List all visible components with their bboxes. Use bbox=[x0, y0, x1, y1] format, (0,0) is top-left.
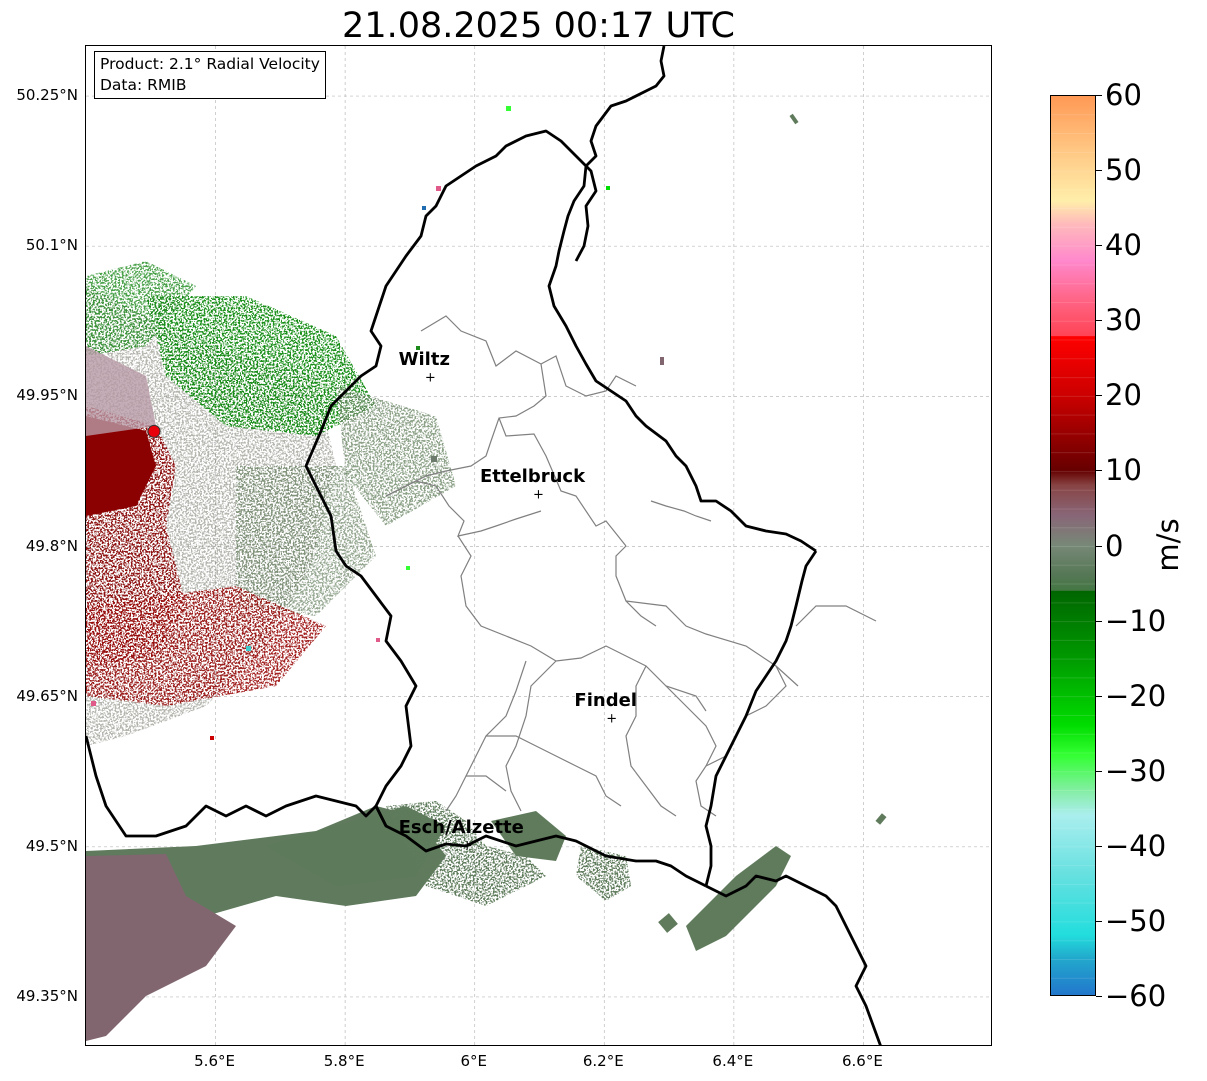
colorbar-tick-mark bbox=[1096, 320, 1102, 322]
lon-tick-label: 6.2°E bbox=[582, 1052, 624, 1070]
colorbar-tick-mark bbox=[1096, 395, 1102, 397]
lat-tick-label: 50.1°N bbox=[25, 236, 78, 255]
colorbar-tick-label: −60 bbox=[1105, 979, 1167, 1013]
colorbar-tick-mark bbox=[1096, 996, 1102, 997]
radar-echoes-west bbox=[86, 261, 456, 746]
colorbar-tick-mark bbox=[1096, 95, 1102, 96]
lon-tick-label: 6°E bbox=[460, 1052, 487, 1070]
page-title: 21.08.2025 00:17 UTC bbox=[342, 6, 735, 46]
radar-site-marker[interactable] bbox=[147, 424, 161, 438]
city-marker-icon: + bbox=[461, 838, 473, 854]
city-marker-icon: + bbox=[424, 370, 436, 386]
colorbar-tick-label: −30 bbox=[1105, 753, 1167, 788]
colorbar-gradient bbox=[1051, 96, 1095, 995]
colorbar-tick-label: 60 bbox=[1105, 78, 1142, 112]
colorbar-tick-label: 0 bbox=[1105, 528, 1124, 563]
colorbar-tick-mark bbox=[1096, 845, 1102, 847]
canton-borders bbox=[385, 315, 877, 817]
map-canvas[interactable] bbox=[86, 46, 992, 1046]
colorbar-tick-label: 30 bbox=[1105, 303, 1142, 338]
map-frame[interactable] bbox=[85, 45, 992, 1046]
colorbar-tick-mark bbox=[1096, 770, 1102, 772]
lat-tick-label: 49.8°N bbox=[25, 536, 78, 555]
city-label: Findel bbox=[574, 689, 637, 711]
colorbar-tick-label: −50 bbox=[1105, 903, 1167, 938]
city-marker-icon: + bbox=[606, 711, 618, 727]
city-label: Esch/Alzette bbox=[398, 816, 524, 838]
colorbar-tick-label: 50 bbox=[1105, 153, 1142, 188]
colorbar bbox=[1050, 95, 1096, 996]
colorbar-tick-label: −10 bbox=[1105, 603, 1167, 638]
colorbar-tick-mark bbox=[1096, 545, 1102, 547]
lat-tick-label: 49.5°N bbox=[25, 836, 78, 855]
lat-tick-label: 49.95°N bbox=[16, 386, 78, 405]
info-data-source: Data: RMIB bbox=[100, 76, 187, 94]
colorbar-tick-mark bbox=[1096, 620, 1102, 622]
colorbar-tick-label: 20 bbox=[1105, 378, 1142, 413]
colorbar-tick-mark bbox=[1096, 170, 1102, 172]
lon-tick-label: 5.8°E bbox=[323, 1052, 365, 1070]
radar-speckles bbox=[91, 106, 799, 740]
colorbar-unit-label: m/s bbox=[1151, 518, 1185, 572]
lon-tick-label: 6.4°E bbox=[712, 1052, 754, 1070]
radar-echoes-south bbox=[86, 801, 887, 1041]
colorbar-tick-mark bbox=[1096, 245, 1102, 247]
colorbar-tick-mark bbox=[1096, 470, 1102, 472]
colorbar-tick-label: 10 bbox=[1105, 453, 1142, 488]
info-product: Product: 2.1° Radial Velocity bbox=[100, 55, 320, 73]
colorbar-fill bbox=[1051, 96, 1095, 995]
lat-tick-label: 50.25°N bbox=[16, 86, 78, 105]
city-label: Ettelbruck bbox=[479, 466, 586, 488]
lon-tick-label: 5.6°E bbox=[194, 1052, 235, 1070]
city-label: Wiltz bbox=[398, 349, 450, 371]
colorbar-tick-label: 40 bbox=[1105, 228, 1142, 263]
colorbar-tick-mark bbox=[1096, 920, 1102, 922]
colorbar-tick-label: −40 bbox=[1105, 828, 1167, 863]
lat-tick-label: 49.65°N bbox=[16, 686, 78, 705]
country-borders bbox=[86, 46, 882, 1045]
city-marker-icon: + bbox=[533, 487, 544, 503]
lat-tick-label: 49.35°N bbox=[16, 986, 78, 1005]
colorbar-tick-mark bbox=[1096, 695, 1102, 697]
colorbar-tick-label: −20 bbox=[1105, 678, 1167, 713]
lon-tick-label: 6.6°E bbox=[842, 1052, 883, 1070]
info-box: Product: 2.1° Radial Velocity Data: RMIB bbox=[94, 51, 326, 99]
